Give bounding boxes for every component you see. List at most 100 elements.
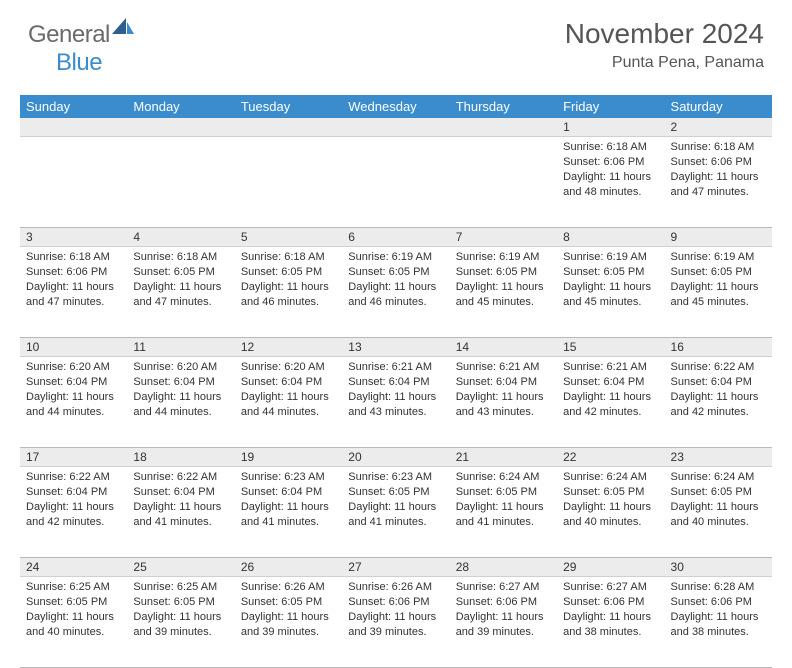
- day-cell-content: [20, 137, 127, 143]
- day-number: 12: [235, 338, 342, 357]
- day-number: 9: [665, 228, 772, 247]
- day-cell-content: Sunrise: 6:19 AMSunset: 6:05 PMDaylight:…: [665, 247, 772, 312]
- day-cell: Sunrise: 6:25 AMSunset: 6:05 PMDaylight:…: [127, 577, 234, 668]
- sunrise-text: Sunrise: 6:26 AM: [241, 580, 336, 595]
- sunrise-text: Sunrise: 6:22 AM: [26, 470, 121, 485]
- day-number: [235, 118, 342, 137]
- day-cell: Sunrise: 6:24 AMSunset: 6:05 PMDaylight:…: [665, 467, 772, 558]
- sunset-text: Sunset: 6:06 PM: [456, 595, 551, 610]
- sunset-text: Sunset: 6:06 PM: [348, 595, 443, 610]
- sunrise-text: Sunrise: 6:18 AM: [133, 250, 228, 265]
- day-number: 2: [665, 118, 772, 137]
- daylight-text: Daylight: 11 hours and 43 minutes.: [456, 390, 551, 420]
- day-number: 6: [342, 228, 449, 247]
- calendar-table: SundayMondayTuesdayWednesdayThursdayFrid…: [20, 95, 772, 668]
- daylight-text: Daylight: 11 hours and 38 minutes.: [671, 610, 766, 640]
- day-cell-content: [342, 137, 449, 143]
- sunset-text: Sunset: 6:05 PM: [456, 485, 551, 500]
- day-cell-content: Sunrise: 6:20 AMSunset: 6:04 PMDaylight:…: [235, 357, 342, 422]
- day-number: 21: [450, 448, 557, 467]
- day-cell: Sunrise: 6:21 AMSunset: 6:04 PMDaylight:…: [342, 357, 449, 448]
- daylight-text: Daylight: 11 hours and 42 minutes.: [563, 390, 658, 420]
- day-cell: Sunrise: 6:23 AMSunset: 6:04 PMDaylight:…: [235, 467, 342, 558]
- daylight-text: Daylight: 11 hours and 45 minutes.: [563, 280, 658, 310]
- day-cell-content: Sunrise: 6:20 AMSunset: 6:04 PMDaylight:…: [20, 357, 127, 422]
- weekday-header: Saturday: [665, 95, 772, 118]
- day-content-row: Sunrise: 6:18 AMSunset: 6:06 PMDaylight:…: [20, 247, 772, 338]
- daylight-text: Daylight: 11 hours and 40 minutes.: [26, 610, 121, 640]
- logo-text-blue: Blue: [56, 49, 102, 76]
- day-cell: Sunrise: 6:24 AMSunset: 6:05 PMDaylight:…: [557, 467, 664, 558]
- day-cell: [342, 137, 449, 228]
- sunrise-text: Sunrise: 6:25 AM: [26, 580, 121, 595]
- sunrise-text: Sunrise: 6:19 AM: [348, 250, 443, 265]
- day-number: 18: [127, 448, 234, 467]
- logo-text: General Blue: [28, 18, 134, 77]
- day-number: 10: [20, 338, 127, 357]
- day-number: 8: [557, 228, 664, 247]
- day-number: [450, 118, 557, 137]
- day-cell-content: Sunrise: 6:24 AMSunset: 6:05 PMDaylight:…: [665, 467, 772, 532]
- day-number: 7: [450, 228, 557, 247]
- weekday-header: Monday: [127, 95, 234, 118]
- day-content-row: Sunrise: 6:18 AMSunset: 6:06 PMDaylight:…: [20, 137, 772, 228]
- day-number: 24: [20, 558, 127, 577]
- daylight-text: Daylight: 11 hours and 47 minutes.: [671, 170, 766, 200]
- day-cell-content: Sunrise: 6:19 AMSunset: 6:05 PMDaylight:…: [557, 247, 664, 312]
- day-cell: Sunrise: 6:19 AMSunset: 6:05 PMDaylight:…: [450, 247, 557, 338]
- sunrise-text: Sunrise: 6:19 AM: [671, 250, 766, 265]
- sunrise-text: Sunrise: 6:21 AM: [348, 360, 443, 375]
- day-cell: Sunrise: 6:25 AMSunset: 6:05 PMDaylight:…: [20, 577, 127, 668]
- day-cell-content: Sunrise: 6:19 AMSunset: 6:05 PMDaylight:…: [342, 247, 449, 312]
- day-cell-content: Sunrise: 6:18 AMSunset: 6:05 PMDaylight:…: [127, 247, 234, 312]
- day-cell: Sunrise: 6:19 AMSunset: 6:05 PMDaylight:…: [342, 247, 449, 338]
- day-number: 5: [235, 228, 342, 247]
- day-cell-content: Sunrise: 6:28 AMSunset: 6:06 PMDaylight:…: [665, 577, 772, 642]
- weekday-header: Sunday: [20, 95, 127, 118]
- day-number: 26: [235, 558, 342, 577]
- location: Punta Pena, Panama: [565, 54, 764, 72]
- logo-text-general: General: [28, 21, 110, 48]
- sunset-text: Sunset: 6:05 PM: [133, 595, 228, 610]
- daylight-text: Daylight: 11 hours and 47 minutes.: [26, 280, 121, 310]
- sunset-text: Sunset: 6:05 PM: [133, 265, 228, 280]
- day-cell: Sunrise: 6:18 AMSunset: 6:06 PMDaylight:…: [665, 137, 772, 228]
- day-number-row: 17181920212223: [20, 448, 772, 467]
- daylight-text: Daylight: 11 hours and 42 minutes.: [671, 390, 766, 420]
- sunset-text: Sunset: 6:04 PM: [241, 375, 336, 390]
- day-cell-content: Sunrise: 6:27 AMSunset: 6:06 PMDaylight:…: [557, 577, 664, 642]
- sunset-text: Sunset: 6:05 PM: [671, 485, 766, 500]
- sunset-text: Sunset: 6:06 PM: [563, 595, 658, 610]
- daylight-text: Daylight: 11 hours and 44 minutes.: [241, 390, 336, 420]
- day-cell: Sunrise: 6:18 AMSunset: 6:05 PMDaylight:…: [235, 247, 342, 338]
- day-cell-content: Sunrise: 6:21 AMSunset: 6:04 PMDaylight:…: [450, 357, 557, 422]
- sunset-text: Sunset: 6:05 PM: [241, 595, 336, 610]
- daylight-text: Daylight: 11 hours and 41 minutes.: [348, 500, 443, 530]
- sunset-text: Sunset: 6:04 PM: [456, 375, 551, 390]
- day-cell: Sunrise: 6:18 AMSunset: 6:06 PMDaylight:…: [557, 137, 664, 228]
- day-cell-content: Sunrise: 6:25 AMSunset: 6:05 PMDaylight:…: [20, 577, 127, 642]
- daylight-text: Daylight: 11 hours and 48 minutes.: [563, 170, 658, 200]
- day-cell-content: Sunrise: 6:24 AMSunset: 6:05 PMDaylight:…: [557, 467, 664, 532]
- day-number: [127, 118, 234, 137]
- sunrise-text: Sunrise: 6:23 AM: [241, 470, 336, 485]
- sunrise-text: Sunrise: 6:20 AM: [241, 360, 336, 375]
- day-cell-content: Sunrise: 6:18 AMSunset: 6:06 PMDaylight:…: [557, 137, 664, 202]
- sunset-text: Sunset: 6:04 PM: [348, 375, 443, 390]
- sunrise-text: Sunrise: 6:26 AM: [348, 580, 443, 595]
- daylight-text: Daylight: 11 hours and 39 minutes.: [348, 610, 443, 640]
- day-number: [342, 118, 449, 137]
- day-cell: [20, 137, 127, 228]
- logo: General Blue: [28, 18, 134, 77]
- day-cell: Sunrise: 6:18 AMSunset: 6:05 PMDaylight:…: [127, 247, 234, 338]
- day-cell-content: Sunrise: 6:18 AMSunset: 6:06 PMDaylight:…: [665, 137, 772, 202]
- sunset-text: Sunset: 6:04 PM: [133, 485, 228, 500]
- day-number: 11: [127, 338, 234, 357]
- day-cell: Sunrise: 6:20 AMSunset: 6:04 PMDaylight:…: [20, 357, 127, 448]
- day-content-row: Sunrise: 6:20 AMSunset: 6:04 PMDaylight:…: [20, 357, 772, 448]
- sunset-text: Sunset: 6:06 PM: [563, 155, 658, 170]
- day-cell: [127, 137, 234, 228]
- sunrise-text: Sunrise: 6:19 AM: [563, 250, 658, 265]
- sunset-text: Sunset: 6:06 PM: [671, 595, 766, 610]
- day-cell: Sunrise: 6:19 AMSunset: 6:05 PMDaylight:…: [665, 247, 772, 338]
